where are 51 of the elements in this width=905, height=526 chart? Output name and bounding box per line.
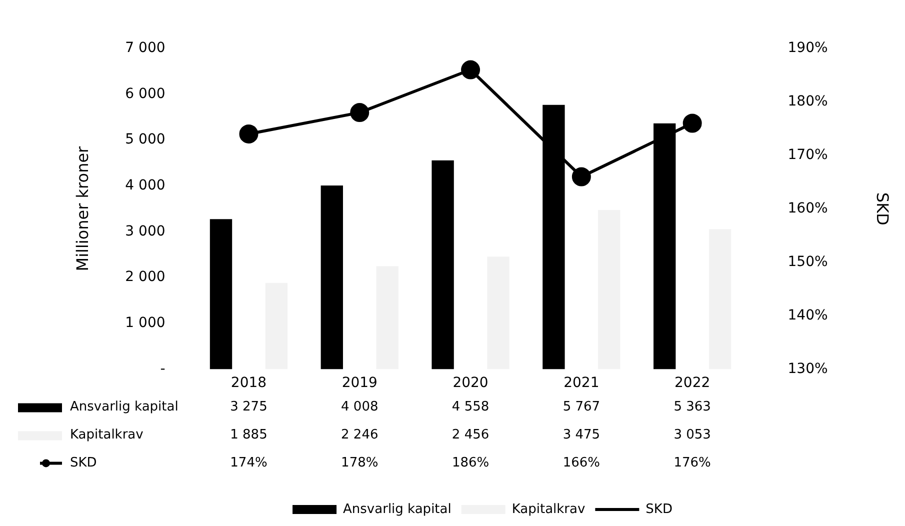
y-tick-label: 2 000: [125, 269, 166, 286]
point: [572, 167, 591, 186]
data-label: 4 008: [341, 400, 378, 415]
y-tick-label: 7 000: [125, 40, 166, 56]
data-label: 174%: [230, 456, 268, 471]
data-label: 5 767: [562, 400, 600, 415]
x-tick-label: 2021: [564, 375, 600, 392]
data-label: 2 456: [452, 428, 490, 443]
data-label: 3 475: [562, 428, 600, 443]
y2-axis-title: SKD: [873, 192, 892, 226]
y2-tick-label: 150%: [788, 254, 828, 270]
bar: [320, 186, 343, 370]
legend-label: SKD: [70, 456, 97, 471]
text: Kapitalkrav: [70, 428, 144, 443]
data-label: 186%: [452, 456, 490, 471]
bar: [210, 219, 232, 370]
data-label: 4 558: [452, 400, 490, 415]
data-label: 1 885: [230, 428, 268, 443]
y2-tick-label: 180%: [788, 94, 828, 110]
legend-label: Ansvarlig kapital: [70, 400, 178, 415]
point: [350, 103, 370, 122]
y2-tick-label: 190%: [788, 40, 828, 56]
y2-tick-label: 170%: [788, 146, 828, 163]
data-label: 3 275: [230, 400, 268, 415]
data-label: 3 053: [674, 428, 711, 443]
x-tick-label: 2020: [452, 375, 488, 392]
data-label: 166%: [562, 456, 600, 471]
y-tick-label: -: [160, 360, 166, 377]
y-tick-label: 6 000: [125, 86, 166, 102]
y-axis-title: Millioner kroner: [72, 146, 92, 272]
bar: [432, 160, 454, 370]
y-tick-label: 1 000: [125, 315, 166, 332]
data-label: 5 363: [674, 400, 711, 415]
y-tick-label: 3 000: [125, 223, 166, 240]
point: [239, 124, 258, 144]
y-tick-label: 4 000: [125, 178, 166, 194]
y2-tick-label: 140%: [788, 307, 828, 324]
x-tick-label: 2018: [230, 375, 267, 392]
data-label: 2 246: [341, 428, 378, 443]
x-tick-label: 2019: [342, 375, 378, 392]
x-tick-label: 2022: [674, 375, 710, 392]
point: [461, 60, 480, 80]
point: [682, 114, 702, 133]
data-label: 176%: [674, 456, 711, 471]
data-label: 178%: [341, 456, 378, 471]
legend-label: Kapitalkrav: [512, 502, 586, 517]
y2-tick-label: 130%: [788, 360, 828, 377]
y2-tick-label: 160%: [788, 200, 828, 216]
text: SKD: [646, 502, 672, 517]
text: Ansvarlig kapital: [343, 502, 452, 517]
y-tick-label: 5 000: [125, 132, 166, 148]
